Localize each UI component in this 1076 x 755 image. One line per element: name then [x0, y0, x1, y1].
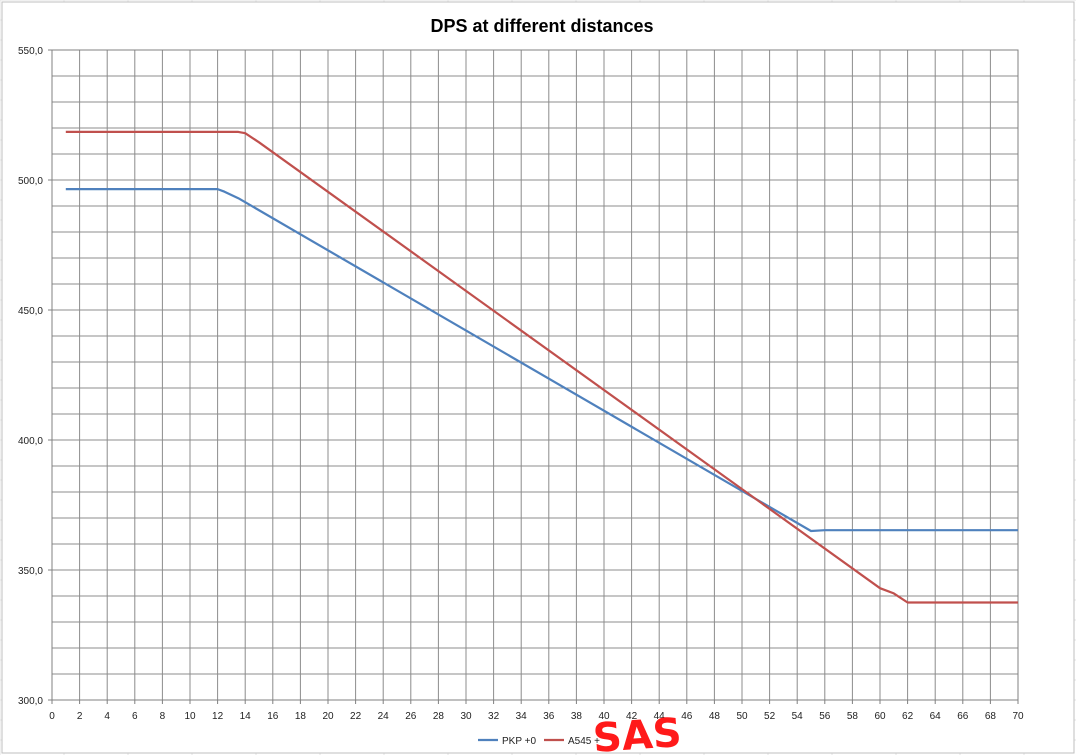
x-tick-label: 42 [626, 711, 638, 722]
x-tick-label: 62 [902, 711, 914, 722]
x-tick-label: 28 [433, 711, 445, 722]
y-tick-label: 300,0 [18, 696, 43, 707]
x-tick-label: 22 [350, 711, 362, 722]
y-tick-label: 450,0 [18, 306, 43, 317]
x-tick-label: 18 [295, 711, 307, 722]
x-tick-label: 68 [985, 711, 997, 722]
x-tick-label: 48 [709, 711, 721, 722]
series-line-1 [65, 188, 1018, 533]
x-tick-label: 60 [874, 711, 886, 722]
x-tick-label: 54 [792, 711, 804, 722]
y-tick-label: 400,0 [18, 436, 43, 447]
y-tick-label: 550,0 [18, 46, 43, 57]
watermark-text: SAS [591, 710, 683, 755]
x-tick-label: 50 [736, 711, 748, 722]
x-tick-label: 46 [681, 711, 693, 722]
x-tick-label: 52 [764, 711, 776, 722]
x-tick-label: 16 [267, 711, 279, 722]
plot-border [51, 49, 1019, 701]
x-tick-label: 70 [1012, 711, 1024, 722]
x-tick-label: 2 [77, 711, 83, 722]
x-tick-label: 10 [184, 711, 196, 722]
x-tick-label: 14 [240, 711, 252, 722]
x-tick-label: 24 [378, 711, 390, 722]
x-tick-label: 38 [571, 711, 583, 722]
legend-label-2: A545 + [568, 736, 600, 747]
x-tick-label: 36 [543, 711, 555, 722]
x-tick-label: 8 [160, 711, 166, 722]
x-tick-label: 32 [488, 711, 500, 722]
chart-title: DPS at different distances [430, 16, 653, 36]
x-tick-label: 4 [104, 711, 110, 722]
x-axis-ticks: 0 2 4 6 8 10 12 14 16 18 20 22 24 26 28 30 32 34 36 38 40 42 4… [49, 700, 1024, 722]
y-tick-label: 350,0 [18, 566, 43, 577]
x-tick-label: 66 [957, 711, 969, 722]
y-tick-label: 500,0 [18, 176, 43, 187]
x-tick-label: 64 [930, 711, 942, 722]
x-tick-label: 34 [516, 711, 528, 722]
watermark: SAS [591, 710, 683, 755]
series-lines [65, 130, 1018, 604]
x-tick-label: 6 [132, 711, 138, 722]
x-tick-label: 40 [598, 711, 610, 722]
x-tick-label: 0 [49, 711, 55, 722]
legend: PKP +0 A545 + [478, 736, 600, 747]
x-tick-label: 56 [819, 711, 831, 722]
gridlines [52, 50, 1018, 700]
x-tick-label: 30 [460, 711, 472, 722]
x-tick-label: 12 [212, 711, 224, 722]
legend-label-1: PKP +0 [502, 736, 536, 747]
series-line-2 [65, 130, 1018, 604]
plot-area [52, 50, 1018, 700]
y-axis-ticks: 300,0 350,0 400,0 450,0 500,0 550,0 [18, 46, 52, 707]
x-tick-label: 26 [405, 711, 417, 722]
x-tick-label: 44 [654, 711, 666, 722]
x-tick-label: 58 [847, 711, 859, 722]
x-tick-label: 20 [322, 711, 334, 722]
